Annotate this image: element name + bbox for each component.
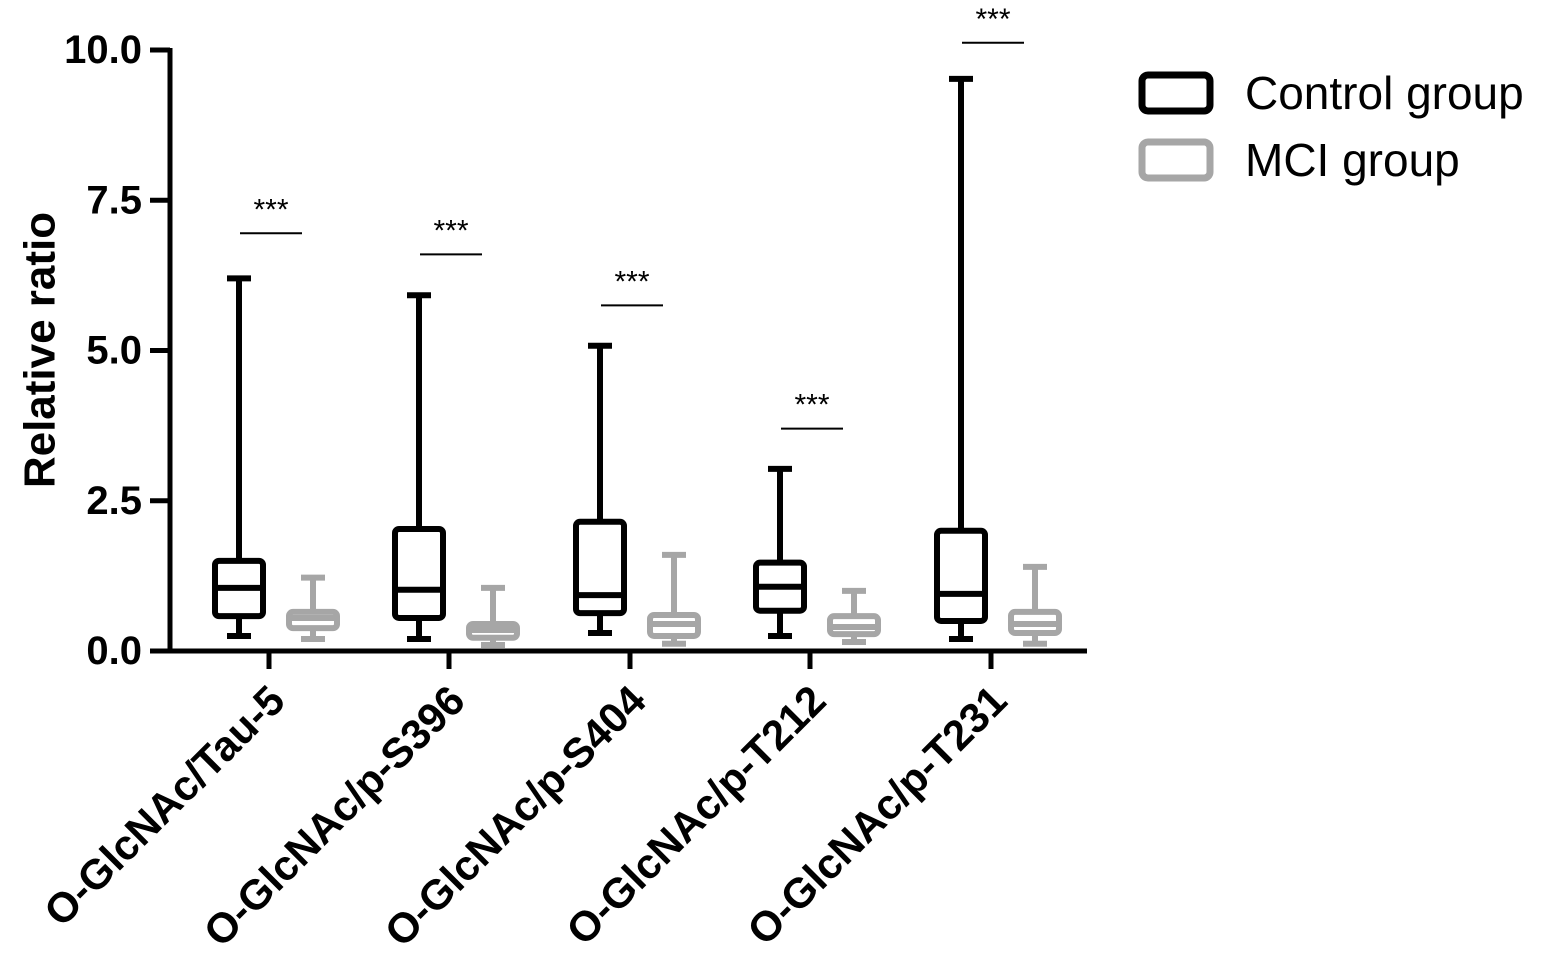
box-control xyxy=(573,342,627,636)
box-mci xyxy=(647,551,701,647)
y-ticks: 0.0 2.5 5.0 7.5 10.0 xyxy=(64,28,170,673)
significance-label: *** xyxy=(975,3,1010,36)
y-tick-label: 10.0 xyxy=(64,28,142,72)
y-tick-label: 5.0 xyxy=(86,329,142,373)
legend-label: Control group xyxy=(1245,67,1524,119)
significance-annotations: *** *** *** *** *** xyxy=(240,3,1024,430)
box-mci xyxy=(286,574,340,642)
box-mci xyxy=(827,587,881,645)
iqr-box xyxy=(573,518,627,617)
x-ticks: O-GlcNAc/Tau-5O-GlcNAc/p-S396O-GlcNAc/p-… xyxy=(35,651,1016,956)
iqr-box xyxy=(392,525,446,621)
box-control xyxy=(934,75,988,642)
significance-label: *** xyxy=(794,389,829,422)
box-mci xyxy=(1008,563,1062,647)
y-axis-title: Relative ratio xyxy=(16,212,65,488)
significance-label: *** xyxy=(253,193,288,226)
box-control xyxy=(212,275,266,639)
legend-swatch xyxy=(1138,138,1214,182)
y-tick-label: 0.0 xyxy=(86,629,142,673)
iqr-box xyxy=(934,527,988,624)
legend-swatch xyxy=(1138,71,1214,115)
significance-label: *** xyxy=(614,265,649,298)
legend-label: MCI group xyxy=(1245,134,1460,186)
y-tick-label: 2.5 xyxy=(86,479,142,523)
legend-item-mci: MCI group xyxy=(1138,134,1460,186)
significance-label: *** xyxy=(433,214,468,247)
box-control xyxy=(753,465,807,639)
legend-item-control: Control group xyxy=(1138,67,1524,119)
box-control xyxy=(392,292,446,642)
box-mci xyxy=(466,584,520,648)
y-tick-label: 7.5 xyxy=(86,178,142,222)
boxes xyxy=(212,75,1062,648)
legend: Control group MCI group xyxy=(1138,67,1524,186)
